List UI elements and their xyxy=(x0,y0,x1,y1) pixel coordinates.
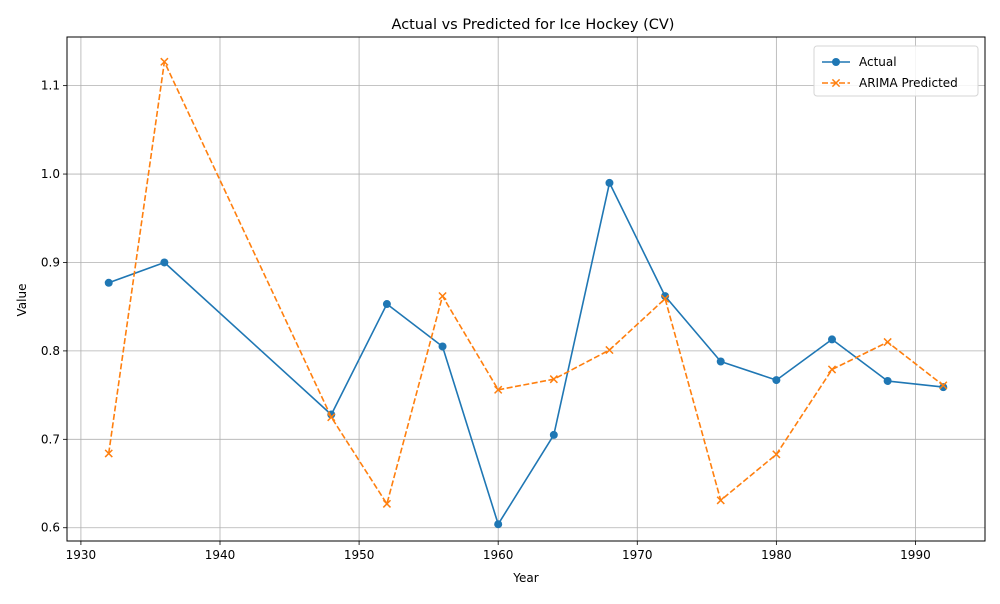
data-point-actual xyxy=(438,342,447,351)
data-point-predicted xyxy=(939,381,948,390)
data-point-actual xyxy=(605,178,614,187)
data-point-actual xyxy=(160,258,169,267)
data-point-predicted xyxy=(438,291,447,301)
data-point-predicted xyxy=(382,499,392,508)
data-point-predicted xyxy=(660,294,670,303)
y-tick-label: 0.7 xyxy=(41,432,60,446)
y-tick-label: 1.1 xyxy=(41,79,60,93)
x-axis-label: Year xyxy=(512,571,538,585)
data-point-actual xyxy=(828,335,836,344)
legend-box xyxy=(813,45,979,97)
data-point-actual xyxy=(661,292,670,301)
data-point-actual xyxy=(494,520,503,529)
legend-marker-predicted xyxy=(831,78,841,88)
data-point-predicted xyxy=(827,365,837,374)
y-tick-label: 0.6 xyxy=(41,521,60,535)
legend-label: Actual xyxy=(859,55,897,69)
data-point-predicted xyxy=(104,449,113,458)
y-tick-label: 1.0 xyxy=(41,167,60,181)
data-point-actual xyxy=(772,376,781,385)
legend-label: ARIMA Predicted xyxy=(859,76,958,90)
data-point-predicted xyxy=(716,496,725,505)
y-axis-label: Value xyxy=(15,284,29,317)
series-line-arima-predicted xyxy=(107,60,944,505)
x-tick-label: 1930 xyxy=(66,548,97,562)
x-tick-label: 1960 xyxy=(483,548,514,562)
chart-title: Actual vs Predicted for Ice Hockey (CV) xyxy=(392,17,675,33)
x-tick-label: 1980 xyxy=(761,548,792,562)
x-tick-label: 1990 xyxy=(900,548,931,562)
x-tick-label: 1940 xyxy=(205,548,236,562)
data-point-actual xyxy=(883,376,892,385)
data-point-actual xyxy=(104,278,113,287)
data-point-predicted xyxy=(327,413,336,422)
data-point-actual xyxy=(549,430,558,439)
x-tick-label: 1970 xyxy=(622,548,653,562)
data-point-predicted xyxy=(549,375,558,384)
legend-marker-actual xyxy=(832,58,840,66)
y-tick-label: 0.9 xyxy=(41,255,60,269)
legend: Actual ARIMA Predicted xyxy=(813,45,979,97)
grid xyxy=(67,37,985,541)
data-point-predicted xyxy=(772,450,781,459)
x-tick-label: 1950 xyxy=(344,548,375,562)
data-point-predicted xyxy=(160,57,169,66)
data-point-predicted xyxy=(605,345,614,355)
plot-frame xyxy=(66,36,986,542)
y-tick-label: 0.8 xyxy=(41,344,60,358)
data-point-predicted xyxy=(883,337,892,347)
data-point-predicted xyxy=(494,385,503,394)
data-point-actual xyxy=(939,383,948,392)
series-line-actual xyxy=(108,182,944,526)
axis-ticks: 1930 1940 1950 1960 1970 1980 1990 0.6 0.7 0.8 0.9… xyxy=(41,79,931,562)
data-point-actual xyxy=(716,357,725,366)
series-layer xyxy=(104,57,948,529)
data-point-actual xyxy=(382,300,391,309)
